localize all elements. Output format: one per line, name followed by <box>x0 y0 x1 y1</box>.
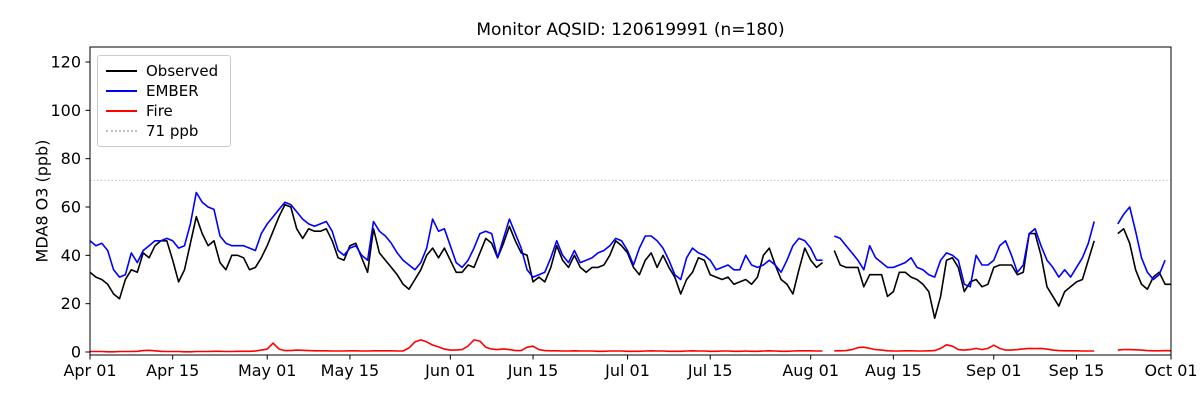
x-tick-label: Sep 01 <box>966 361 1022 380</box>
x-tick-label: Jul 15 <box>687 361 733 380</box>
chart-title: Monitor AQSID: 120619991 (n=180) <box>476 20 785 40</box>
legend-label: EMBER <box>146 81 199 100</box>
series-fire <box>1117 348 1172 352</box>
x-tick-label: Sep 15 <box>1049 361 1105 380</box>
y-tick-label: 20 <box>61 294 81 313</box>
legend-label: Fire <box>146 101 173 120</box>
legend: Observed EMBER Fire 71 ppb <box>97 55 232 147</box>
y-tick-label: 40 <box>61 246 81 265</box>
y-axis-label: MDA8 O3 (ppb) <box>32 139 52 263</box>
series-observed <box>89 203 824 300</box>
legend-label: 71 ppb <box>146 121 199 140</box>
series-observed <box>1117 228 1171 291</box>
legend-item-observed: Observed <box>106 61 218 81</box>
legend-swatch <box>106 130 137 132</box>
series-ember <box>89 191 823 281</box>
x-tick-label: May 15 <box>321 361 380 380</box>
legend-item-fire: Fire <box>106 101 218 121</box>
series-fire <box>834 343 1095 352</box>
x-tick-label: May 01 <box>238 361 297 380</box>
y-tick-label: 100 <box>50 101 81 120</box>
series-ember <box>1117 206 1166 281</box>
legend-item-71-ppb: 71 ppb <box>106 121 218 141</box>
legend-swatch <box>106 90 137 92</box>
y-tick-label: 120 <box>50 53 81 72</box>
plot-border <box>89 46 1172 356</box>
x-tick-label: Apr 15 <box>146 361 199 380</box>
x-tick-label: Jun 01 <box>424 361 475 380</box>
x-tick-label: Apr 01 <box>63 361 116 380</box>
legend-swatch <box>106 110 137 112</box>
series-observed <box>833 232 1095 320</box>
legend-label: Observed <box>146 61 219 80</box>
x-tick-label: Jun 15 <box>507 361 558 380</box>
series-fire <box>90 339 823 353</box>
y-tick-label: 80 <box>61 149 81 168</box>
x-tick-label: Aug 01 <box>782 361 839 380</box>
y-tick-label: 60 <box>61 198 81 217</box>
legend-swatch <box>106 70 137 72</box>
legend-item-ember: EMBER <box>106 81 218 101</box>
y-tick-label: 0 <box>71 343 81 362</box>
x-tick-label: Oct 01 <box>1144 361 1197 380</box>
series-ember <box>833 221 1095 288</box>
x-tick-label: Aug 15 <box>865 361 922 380</box>
x-tick-label: Jul 01 <box>604 361 650 380</box>
